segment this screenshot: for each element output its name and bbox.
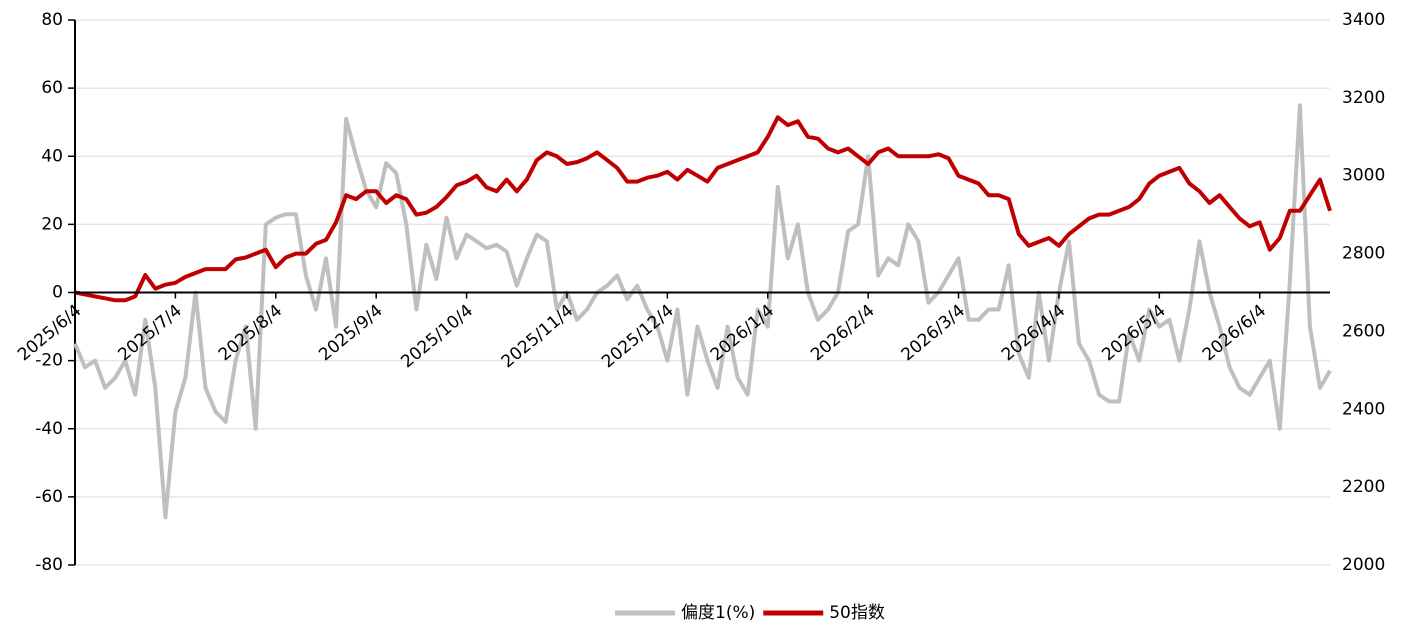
line-series: [73, 103, 1332, 520]
y2-tick-label: 2400: [1342, 399, 1385, 419]
y2-tick-label: 3000: [1342, 166, 1385, 186]
x-tick-label: 2026/1/4: [707, 301, 778, 365]
y-tick-label: 20: [41, 214, 63, 234]
y2-tick-label: 2000: [1342, 555, 1385, 575]
x-tick-label: 2026/3/4: [898, 301, 969, 365]
y-tick-label: 80: [41, 10, 63, 30]
y-tick-label: -20: [35, 351, 63, 371]
y-tick-label: -80: [35, 555, 63, 575]
x-tick-label: 2025/10/4: [397, 301, 477, 372]
x-tick-label: 2026/2/4: [807, 301, 878, 365]
x-tick-label: 2025/8/4: [215, 301, 286, 365]
y2-tick-label: 3200: [1342, 88, 1385, 108]
legend-label: 50指数: [829, 603, 885, 623]
y-tick-label: -40: [35, 419, 63, 439]
y2-tick-label: 2200: [1342, 477, 1385, 497]
line-series: [74, 115, 1332, 303]
y2-tick-label: 2800: [1342, 244, 1385, 264]
y-tick-label: 40: [41, 146, 63, 166]
x-tick-label: 2026/5/4: [1098, 301, 1169, 365]
x-tick-label: 2026/6/4: [1199, 301, 1270, 365]
legend-label: 偏度1(%): [681, 603, 755, 623]
x-tick-label: 2025/11/4: [498, 301, 578, 372]
y2-tick-label: 2600: [1342, 321, 1385, 341]
y2-tick-label: 3400: [1342, 10, 1385, 30]
y-tick-label: 0: [52, 283, 63, 303]
y-tick-label: 60: [41, 78, 63, 98]
y-tick-label: -60: [35, 487, 63, 507]
x-tick-label: 2026/4/4: [998, 301, 1069, 365]
x-tick-label: 2025/9/4: [315, 301, 386, 365]
